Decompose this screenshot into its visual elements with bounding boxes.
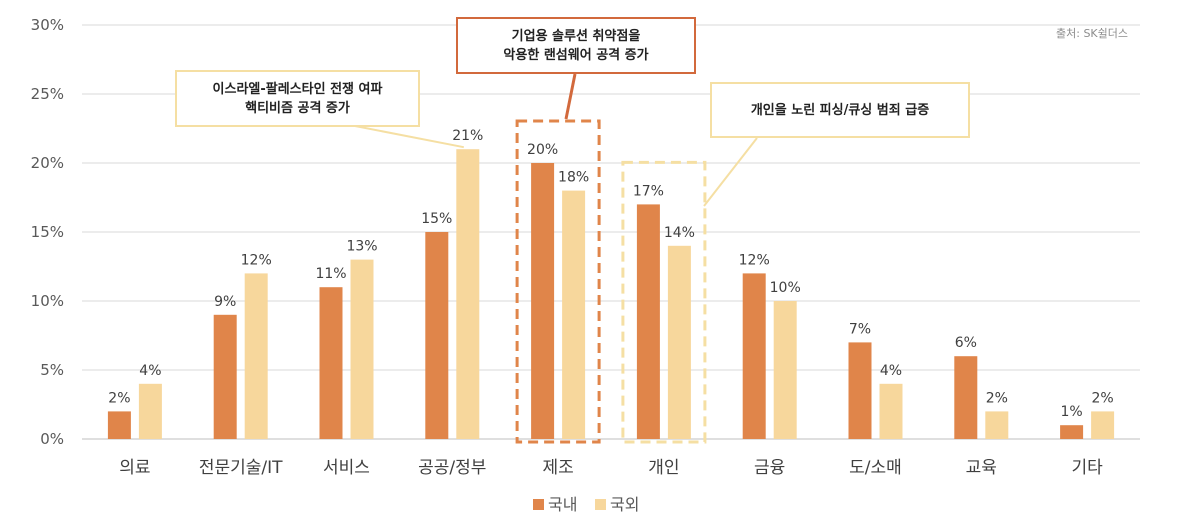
callout-israel-line1: 이스라엘-팔레스타인 전쟁 여파	[212, 81, 383, 97]
callout-enterprise-line1: 기업용 솔루션 취약점을	[511, 28, 641, 44]
bar-overseas	[350, 259, 374, 439]
data-label: 2%	[986, 390, 1008, 406]
callout-pointer	[564, 73, 577, 120]
bar-domestic	[319, 287, 343, 439]
data-label: 21%	[452, 128, 483, 144]
bar-overseas	[244, 273, 268, 439]
callout-israel-line2: 핵티비즘 공격 증가	[245, 100, 350, 116]
bar-overseas	[138, 383, 162, 439]
bar-overseas	[1091, 411, 1115, 439]
y-tick-label: 25%	[31, 85, 64, 103]
data-label: 9%	[214, 294, 236, 310]
y-tick-label: 30%	[31, 16, 64, 34]
category-label: 서비스	[323, 458, 370, 478]
data-label: 1%	[1060, 404, 1082, 420]
data-label: 4%	[139, 363, 161, 379]
legend-swatch	[595, 499, 606, 510]
category-label: 금융	[754, 458, 785, 478]
callout-personal: 개인을 노린 피싱/큐싱 범죄 급증	[710, 82, 970, 138]
category-label: 기타	[1071, 458, 1103, 478]
category-label: 교육	[966, 458, 997, 478]
legend-label: 국내	[548, 495, 577, 514]
bar-domestic	[531, 163, 555, 439]
highlight-box	[621, 160, 707, 444]
data-label: 4%	[880, 363, 902, 379]
bar-overseas	[562, 190, 586, 439]
category-label: 제조	[542, 458, 573, 478]
bar-domestic	[425, 232, 449, 439]
bar-overseas	[985, 411, 1009, 439]
bar-domestic	[213, 314, 237, 439]
y-tick-label: 5%	[40, 361, 64, 379]
data-label: 18%	[558, 170, 589, 186]
data-label: 12%	[739, 252, 770, 268]
bar-overseas	[773, 301, 797, 439]
callout-enterprise-line2: 악용한 랜섬웨어 공격 증가	[503, 47, 649, 63]
bar-domestic	[636, 204, 660, 439]
bar-overseas	[456, 149, 480, 439]
data-label: 20%	[527, 142, 558, 158]
data-label: 7%	[849, 321, 871, 337]
y-tick-label: 10%	[31, 292, 64, 310]
bar-domestic	[848, 342, 872, 439]
callout-enterprise: 기업용 솔루션 취약점을 악용한 랜섬웨어 공격 증가	[456, 17, 696, 74]
y-tick-label: 20%	[31, 154, 64, 172]
category-label: 전문기술/IT	[199, 458, 283, 478]
data-label: 2%	[1091, 390, 1113, 406]
y-tick-label: 0%	[40, 430, 64, 448]
category-label: 의료	[119, 458, 150, 478]
data-label: 2%	[108, 390, 130, 406]
callout-israel: 이스라엘-팔레스타인 전쟁 여파 핵티비즘 공격 증가	[175, 70, 420, 127]
category-label: 개인	[648, 458, 679, 478]
bar-overseas	[879, 383, 903, 439]
data-label: 15%	[421, 211, 452, 227]
data-label: 17%	[633, 183, 664, 199]
callout-pointer	[354, 125, 464, 149]
legend-label: 국외	[610, 495, 639, 514]
category-label: 공공/정부	[418, 458, 486, 478]
data-label: 6%	[955, 335, 977, 351]
y-tick-label: 15%	[31, 223, 64, 241]
category-label: 도/소매	[849, 458, 902, 478]
data-label: 12%	[241, 252, 272, 268]
callout-personal-line1: 개인을 노린 피싱/큐싱 범죄 급증	[750, 102, 930, 118]
data-label: 14%	[664, 225, 695, 241]
legend-swatch	[533, 499, 544, 510]
source-note: 출처: SK쉴더스	[1056, 27, 1128, 40]
data-label: 10%	[770, 280, 801, 296]
data-label: 13%	[346, 239, 377, 255]
highlight-box	[515, 119, 601, 444]
bar-overseas	[667, 245, 691, 439]
bar-domestic	[742, 273, 766, 439]
bar-domestic	[1060, 425, 1084, 439]
bar-domestic	[107, 411, 131, 439]
callout-pointer	[703, 137, 758, 207]
data-label: 11%	[315, 266, 346, 282]
bar-domestic	[954, 356, 978, 439]
